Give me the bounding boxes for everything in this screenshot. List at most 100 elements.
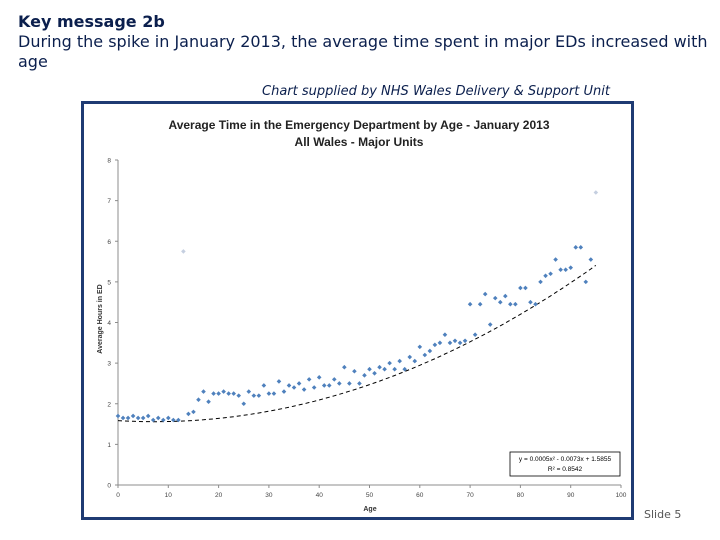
data-point xyxy=(467,301,473,307)
data-point xyxy=(261,383,267,388)
data-point xyxy=(155,415,161,421)
data-point xyxy=(377,364,382,370)
y-tick-label: 2 xyxy=(107,401,111,408)
data-point xyxy=(543,273,548,279)
data-point xyxy=(206,399,211,405)
data-point xyxy=(321,383,327,388)
data-point xyxy=(392,366,397,372)
data-point xyxy=(417,344,423,350)
y-tick-label: 6 xyxy=(107,239,111,246)
data-point xyxy=(276,379,282,384)
slide-title: Key message 2b During the spike in Janua… xyxy=(18,12,708,72)
x-tick-label: 90 xyxy=(567,492,575,499)
chart-frame: Average Time in the Emergency Department… xyxy=(81,101,634,520)
data-points xyxy=(115,190,599,423)
y-axis-label: Average Hours in ED xyxy=(97,284,104,353)
x-tick-label: 40 xyxy=(316,492,324,499)
data-point xyxy=(593,190,599,195)
data-point xyxy=(166,415,171,421)
data-point xyxy=(291,385,297,390)
key-message-text: During the spike in January 2013, the av… xyxy=(18,32,708,71)
data-point xyxy=(397,358,402,364)
data-point xyxy=(241,401,247,407)
data-point xyxy=(352,368,357,374)
data-point xyxy=(331,377,337,382)
data-point xyxy=(432,342,438,348)
data-point xyxy=(558,267,563,272)
data-point xyxy=(301,387,307,392)
x-tick-label: 30 xyxy=(265,492,273,499)
data-point xyxy=(533,301,538,307)
data-point xyxy=(382,366,387,372)
data-point xyxy=(196,397,201,402)
data-point xyxy=(447,340,453,346)
data-point xyxy=(342,364,347,370)
y-ticks: 0 1 2 3 4 5 6 7 8 xyxy=(107,158,118,490)
x-tick-label: 80 xyxy=(517,492,525,499)
data-point xyxy=(523,285,528,291)
data-point xyxy=(482,291,488,297)
chart-credit: Chart supplied by NHS Wales Delivery & S… xyxy=(262,84,610,99)
data-point xyxy=(271,391,277,396)
data-point xyxy=(296,381,302,386)
y-tick-label: 1 xyxy=(107,442,111,449)
data-point xyxy=(472,332,478,337)
data-point xyxy=(427,348,433,354)
data-point xyxy=(362,373,367,378)
x-tick-label: 20 xyxy=(215,492,223,499)
data-point xyxy=(286,383,292,388)
data-point xyxy=(553,257,558,262)
data-point xyxy=(216,391,221,396)
x-axis-label: Age xyxy=(363,506,376,513)
data-point xyxy=(387,360,392,366)
data-point xyxy=(326,383,332,388)
data-point xyxy=(573,245,579,250)
data-point xyxy=(140,415,146,421)
data-point xyxy=(226,391,231,396)
y-tick-label: 5 xyxy=(107,279,111,286)
data-point xyxy=(402,366,408,372)
data-point xyxy=(266,391,272,396)
data-point xyxy=(367,366,372,372)
data-point xyxy=(120,415,126,421)
scatter-chart: Average Time in the Emergency Department… xyxy=(97,118,627,513)
data-point xyxy=(588,257,594,262)
y-tick-label: 4 xyxy=(107,320,111,327)
data-point xyxy=(211,391,216,396)
data-point xyxy=(563,267,568,272)
data-point xyxy=(186,411,191,417)
x-tick-label: 10 xyxy=(165,492,173,499)
data-point xyxy=(508,301,513,307)
data-point xyxy=(518,285,523,291)
data-point xyxy=(130,413,136,419)
data-point xyxy=(497,299,503,305)
trendline xyxy=(117,264,597,423)
x-tick-label: 70 xyxy=(466,492,474,499)
data-point xyxy=(503,293,508,299)
x-tick-label: 50 xyxy=(366,492,374,499)
data-point xyxy=(528,299,533,305)
data-point xyxy=(513,301,518,307)
data-point xyxy=(201,389,206,394)
data-point xyxy=(311,385,317,390)
x-tick-label: 0 xyxy=(116,492,120,499)
data-point xyxy=(145,413,151,419)
y-tick-label: 3 xyxy=(107,361,111,368)
data-point xyxy=(407,354,413,360)
data-point xyxy=(251,393,257,398)
data-point xyxy=(568,265,573,270)
data-point xyxy=(236,393,242,398)
x-tick-label: 60 xyxy=(416,492,424,499)
data-point xyxy=(457,340,463,346)
data-point xyxy=(578,245,584,250)
data-point xyxy=(452,338,458,344)
data-point xyxy=(442,332,448,337)
data-point xyxy=(316,375,322,380)
data-point xyxy=(231,391,236,396)
trendline-r-squared: R² = 0.8542 xyxy=(548,466,583,473)
x-ticks: 0 10 20 30 40 50 60 70 80 90 100 xyxy=(116,485,627,499)
chart-subtitle: All Wales - Major Units xyxy=(295,135,424,149)
data-point xyxy=(487,322,493,327)
data-point xyxy=(437,340,443,346)
data-point xyxy=(538,279,543,285)
